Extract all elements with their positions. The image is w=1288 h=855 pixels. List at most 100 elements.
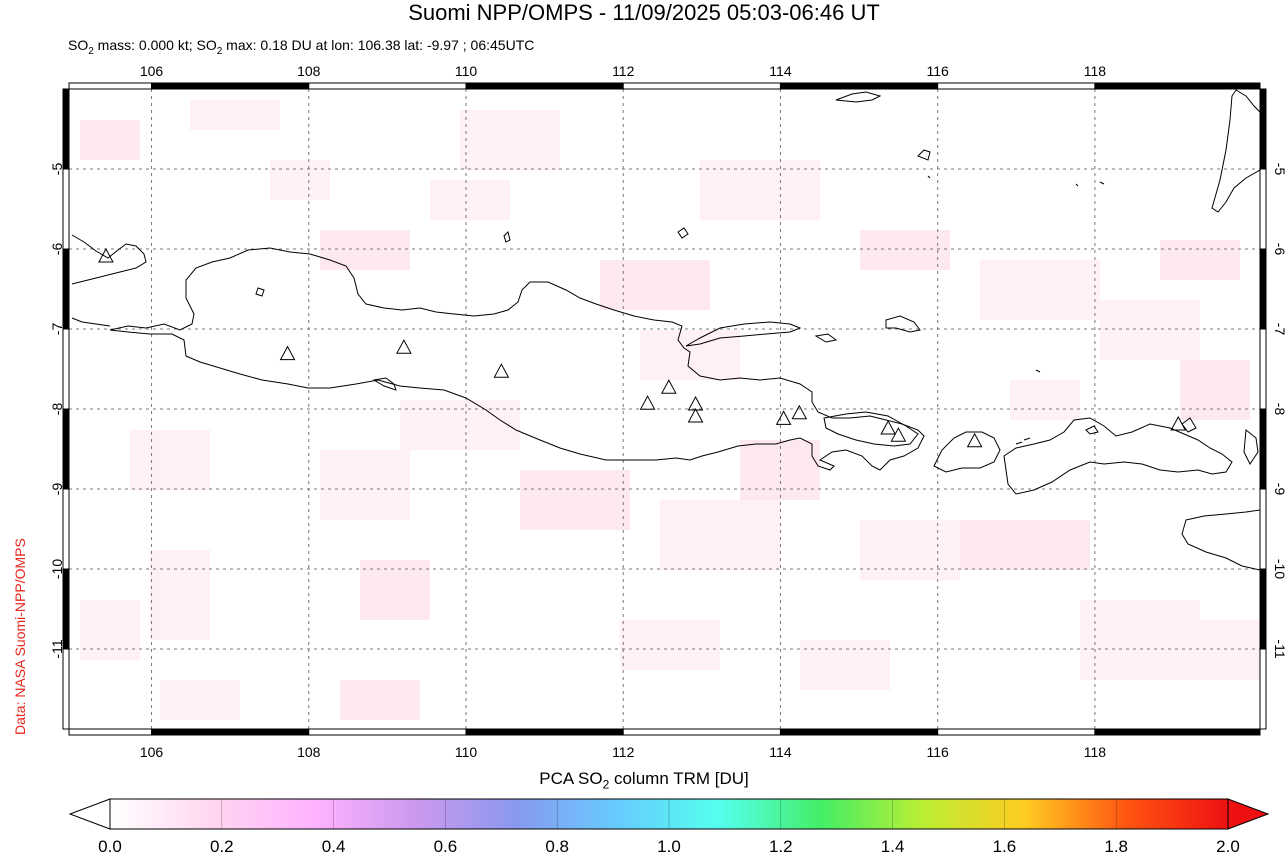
- border-bar-left: [62, 648, 70, 730]
- coastline-small-islands-b: [814, 333, 838, 343]
- border-bar-top: [937, 82, 1096, 90]
- lon-tick-label-bottom: 112: [612, 744, 635, 760]
- border-bar-right: [1259, 408, 1267, 490]
- lon-tick-label-top: 116: [927, 63, 950, 79]
- so2-pixel: [190, 100, 280, 130]
- coastline-sumba: [1181, 509, 1260, 571]
- lon-tick-label-top: 114: [769, 63, 792, 79]
- summary-sub2: 2: [216, 45, 223, 57]
- so2-pixel: [430, 180, 510, 220]
- border-bar-bottom: [1094, 728, 1261, 736]
- lon-tick-label-bottom: 114: [769, 744, 792, 760]
- so2-pixel: [130, 430, 210, 490]
- so2-pixel: [960, 520, 1090, 570]
- lat-tick-label-right: -5: [1272, 163, 1288, 176]
- border-bar-top: [151, 82, 310, 90]
- border-bar-top: [1094, 82, 1261, 90]
- border-bar-bottom: [622, 728, 781, 736]
- so2-pixel: [660, 500, 780, 570]
- border-bar-left: [62, 248, 70, 330]
- lat-tick-label-right: -6: [1272, 243, 1288, 256]
- border-bar-top: [465, 82, 624, 90]
- so2-pixel: [400, 400, 520, 450]
- so2-pixel: [860, 230, 950, 270]
- lat-tick-label-right: -7: [1272, 323, 1288, 336]
- border-bar-left: [62, 328, 70, 410]
- lon-tick-label-bottom: 110: [455, 744, 478, 760]
- summary-mid: mass: 0.000 kt; SO: [93, 37, 217, 53]
- lat-tick-label-right: -11: [1272, 639, 1288, 658]
- so2-summary: SO2 mass: 0.000 kt; SO2 max: 0.18 DU at …: [68, 36, 534, 61]
- border-bar-right: [1259, 648, 1267, 730]
- volcano-icon: [880, 419, 896, 435]
- summary-prefix: SO: [68, 37, 89, 53]
- coastline-sangeang: [1181, 417, 1197, 433]
- coastline-lombok: [933, 431, 1001, 473]
- lon-tick-label-bottom: 116: [927, 744, 950, 760]
- colorbar-tick-label: 0.0: [98, 837, 122, 855]
- border-bar-left: [62, 168, 70, 250]
- border-bar-bottom: [308, 728, 467, 736]
- coastline-sumbawa: [1003, 417, 1233, 495]
- volcano-icon: [279, 345, 296, 361]
- border-bar-right: [1259, 168, 1267, 250]
- so2-pixel: [1180, 360, 1250, 420]
- border-bar-bottom: [465, 728, 624, 736]
- coastline-bawean: [677, 227, 689, 239]
- so2-pixel: [320, 450, 410, 520]
- colorbar-tick-label: 1.2: [769, 837, 793, 855]
- colorbar-under-arrow: [68, 798, 111, 830]
- lon-tick-label-bottom: 108: [297, 744, 321, 760]
- colorbar-label: PCA SO2 column TRM [DU]: [0, 768, 1288, 795]
- colorbar-tick-label: 1.0: [657, 837, 681, 855]
- volcano-icon: [966, 432, 983, 448]
- colorbar-tick-label: 1.4: [881, 837, 905, 855]
- so2-pixel: [340, 680, 420, 720]
- so2-pixel: [620, 620, 720, 670]
- border-bar-bottom: [68, 728, 153, 736]
- lat-tick-label-left: -8: [49, 403, 65, 416]
- summary-sub: 2: [88, 45, 94, 57]
- lon-tick-label-top: 112: [612, 63, 635, 79]
- so2-pixel: [1010, 380, 1080, 420]
- coastline-java: [109, 247, 925, 471]
- volcano-icon: [660, 379, 677, 394]
- so2-pixel: [80, 120, 140, 160]
- coastlines: [71, 89, 1260, 571]
- volcano-icon: [890, 427, 907, 442]
- colorbar-tick-label: 1.8: [1104, 837, 1128, 855]
- cb-label-prefix: PCA SO: [539, 769, 603, 788]
- volcano-icon: [493, 363, 510, 378]
- lat-tick-label-left: -9: [49, 483, 65, 496]
- volcano-icon: [639, 395, 656, 410]
- border-bar-right: [1259, 488, 1267, 570]
- coastline-borneo: [835, 91, 882, 103]
- colorbar-tick-label: 0.6: [434, 837, 458, 855]
- so2-pixel: [600, 260, 710, 310]
- lat-tick-label-right: -10: [1272, 559, 1288, 579]
- volcano-icon: [791, 404, 808, 420]
- coastline-small-islands-a: [917, 149, 931, 161]
- so2-pixel-layer: [80, 100, 1260, 720]
- coastline-karimunjawa: [503, 231, 511, 243]
- colorbar-tick-label: 1.6: [993, 837, 1017, 855]
- border-bar-top: [779, 82, 939, 90]
- axes: 106 106 108 108 110 110 112 112 114 114 116 116 118 1…: [49, 63, 1288, 760]
- border-bar-left: [62, 568, 70, 650]
- so2-pixel: [150, 550, 210, 640]
- border-bar-bottom: [151, 728, 310, 736]
- border-bar-left: [62, 488, 70, 570]
- colorbar-tick-label: 0.2: [210, 837, 234, 855]
- cb-label-suffix: column TRM [DU]: [609, 769, 749, 788]
- coastline-sumatra: [71, 234, 147, 285]
- border-bar-right: [1259, 88, 1267, 170]
- border-bar-top: [622, 82, 781, 90]
- cb-label-sub: 2: [602, 777, 610, 792]
- so2-pixel: [80, 600, 140, 660]
- border-bar-bottom: [937, 728, 1096, 736]
- colorbar: 0.0 0.2 0.4 0.6 0.8 1.0 1.2 1.4 1.6 1.8 2.0: [68, 798, 1270, 855]
- lon-tick-label-top: 110: [455, 63, 478, 79]
- so2-pixel: [1200, 620, 1260, 680]
- coastline-flores-isles: [1243, 429, 1259, 465]
